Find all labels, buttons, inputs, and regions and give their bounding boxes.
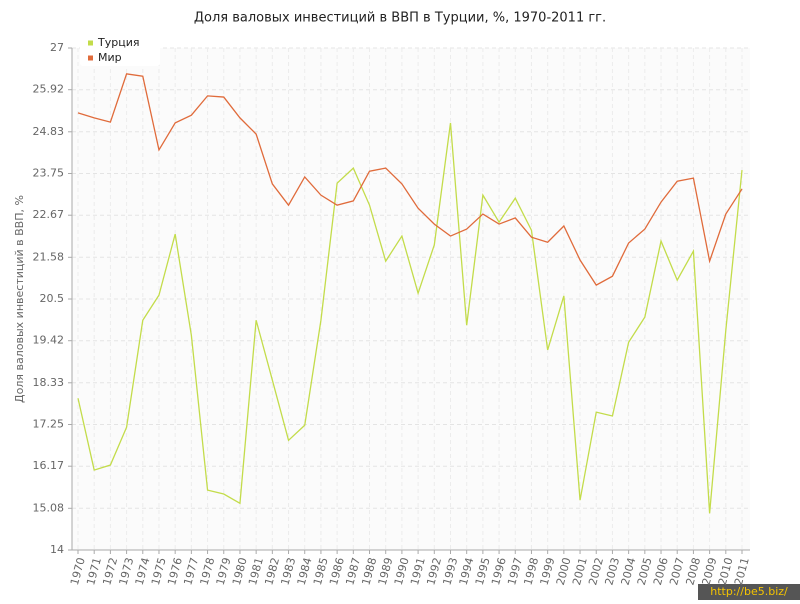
y-tick-label: 17.25 [33,418,65,431]
series-line [77,73,743,286]
chart-title: Доля валовых инвестиций в ВВП в Турции, … [194,11,606,26]
y-tick-label: 24.83 [33,125,65,138]
y-tick-label: 16.17 [33,459,65,472]
y-tick-label: 27 [50,41,64,54]
watermark-bg [698,584,800,600]
legend-swatch [88,40,93,46]
y-tick-label: 20.5 [40,292,65,305]
y-tick-label: 21.58 [33,250,65,263]
y-tick-label: 25.92 [33,83,65,96]
legend: Турция Мир [80,34,160,66]
legend-label: Мир [98,51,122,64]
y-tick-label: 19.42 [33,334,65,347]
y-axis-label: Доля валовых инвестиций в ВВП, % [13,195,26,403]
legend-box [80,34,160,66]
y-tick-label: 18.33 [33,376,65,389]
lines [77,73,743,514]
legend-swatch [88,55,93,61]
watermark: http://be5.biz/ [710,585,788,598]
y-tick-label: 22.67 [33,208,65,221]
y-tick-label: 15.08 [33,501,65,514]
y-tick-label: 14 [50,543,64,556]
y-tick-label: 23.75 [33,167,65,180]
series-line [77,122,743,514]
legend-label: Турция [97,36,139,49]
